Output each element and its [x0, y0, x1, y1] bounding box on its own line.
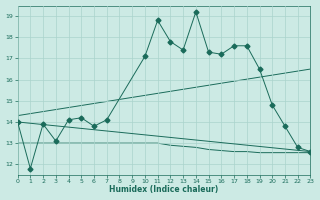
X-axis label: Humidex (Indice chaleur): Humidex (Indice chaleur)	[109, 185, 219, 194]
